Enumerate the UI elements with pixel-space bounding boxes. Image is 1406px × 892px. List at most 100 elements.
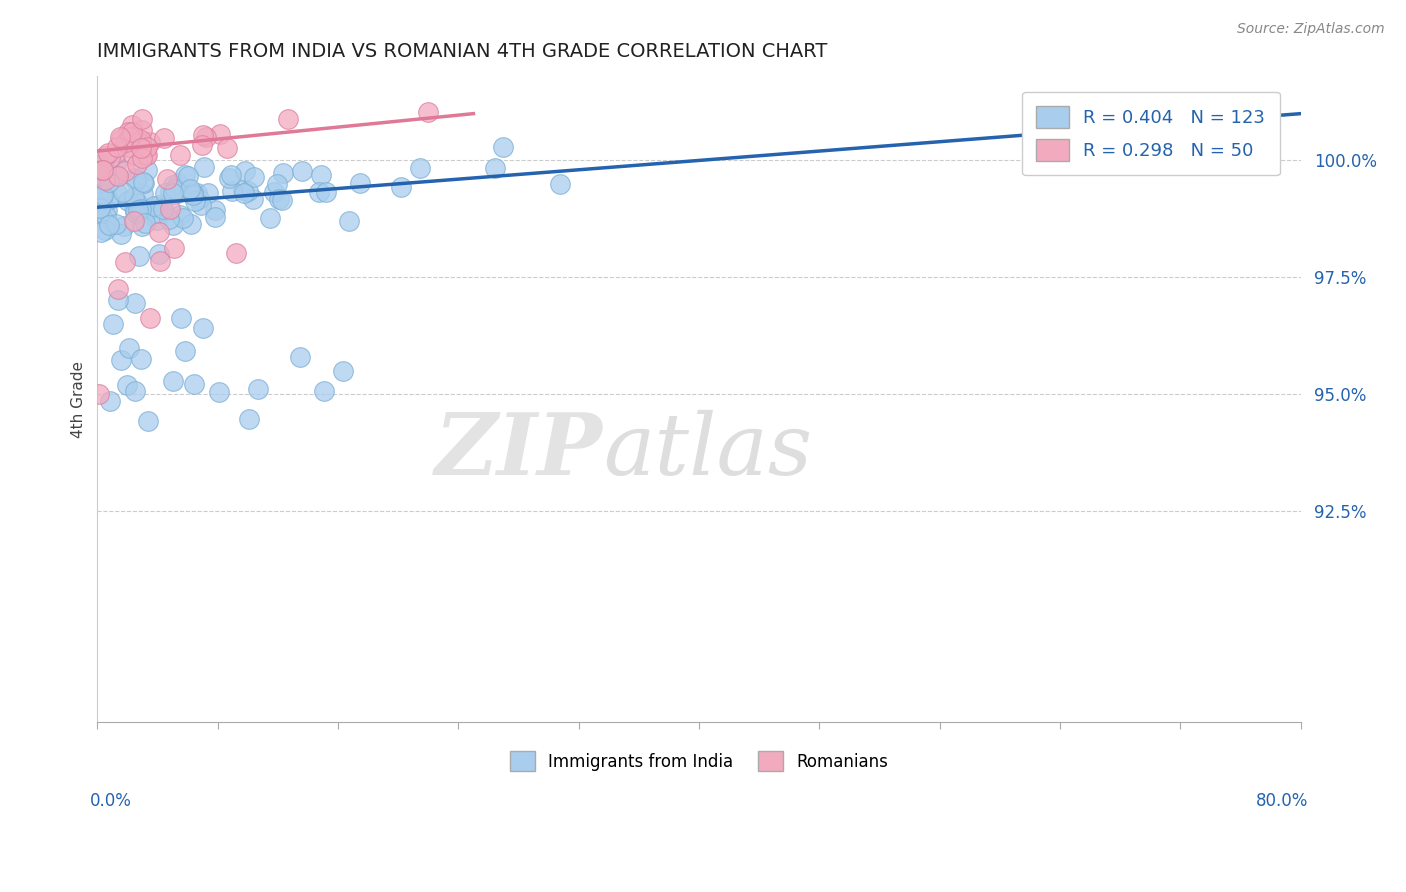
- Point: [129, 136, 152, 150]
- Point: [94, 209, 117, 223]
- Point: [191, 321, 214, 335]
- Point: [91, 194, 114, 208]
- Point: [169, 208, 191, 222]
- Point: [97, 145, 120, 160]
- Point: [389, 180, 412, 194]
- Point: [152, 202, 174, 216]
- Point: [180, 217, 202, 231]
- Point: [209, 128, 232, 142]
- Point: [139, 202, 162, 216]
- Point: [173, 343, 195, 358]
- Point: [162, 374, 184, 388]
- Point: [91, 188, 114, 202]
- Point: [204, 203, 226, 218]
- Point: [104, 217, 127, 231]
- Point: [409, 161, 432, 175]
- Point: [157, 211, 180, 226]
- Point: [149, 253, 172, 268]
- Point: [308, 185, 330, 199]
- Point: [204, 210, 226, 224]
- Point: [127, 196, 149, 211]
- Point: [263, 186, 285, 200]
- Point: [132, 186, 155, 201]
- Point: [181, 188, 204, 202]
- Point: [162, 178, 184, 193]
- Point: [90, 225, 112, 239]
- Point: [91, 188, 114, 202]
- Point: [129, 141, 152, 155]
- Point: [135, 140, 157, 154]
- Point: [349, 176, 371, 190]
- Point: [418, 105, 440, 120]
- Point: [124, 203, 146, 218]
- Point: [129, 352, 152, 367]
- Point: [233, 186, 256, 200]
- Point: [177, 169, 200, 183]
- Point: [156, 171, 179, 186]
- Point: [112, 186, 135, 200]
- Point: [103, 317, 125, 331]
- Point: [242, 192, 264, 206]
- Point: [105, 140, 128, 154]
- Point: [87, 206, 110, 220]
- Point: [193, 160, 215, 174]
- Point: [139, 135, 162, 149]
- Point: [122, 148, 145, 162]
- Point: [129, 133, 152, 147]
- Point: [143, 199, 166, 213]
- Point: [291, 164, 314, 178]
- Point: [93, 155, 115, 169]
- Text: ZIP: ZIP: [434, 409, 603, 492]
- Point: [155, 186, 177, 200]
- Point: [169, 148, 191, 162]
- Point: [238, 412, 260, 426]
- Point: [110, 227, 132, 241]
- Point: [89, 387, 111, 401]
- Point: [146, 213, 169, 227]
- Point: [112, 219, 135, 233]
- Point: [159, 202, 181, 217]
- Point: [131, 112, 153, 127]
- Point: [91, 162, 114, 177]
- Point: [110, 353, 132, 368]
- Point: [107, 293, 129, 307]
- Point: [138, 414, 160, 428]
- Point: [128, 249, 150, 263]
- Point: [191, 138, 214, 153]
- Point: [94, 223, 117, 237]
- Point: [122, 214, 145, 228]
- Y-axis label: 4th Grade: 4th Grade: [72, 360, 86, 438]
- Point: [145, 205, 167, 219]
- Point: [170, 311, 193, 326]
- Point: [246, 382, 269, 396]
- Point: [91, 163, 114, 178]
- Point: [163, 186, 186, 201]
- Point: [129, 202, 152, 217]
- Point: [105, 186, 128, 200]
- Point: [162, 218, 184, 232]
- Point: [114, 164, 136, 178]
- Text: Source: ZipAtlas.com: Source: ZipAtlas.com: [1237, 22, 1385, 37]
- Point: [118, 139, 141, 153]
- Point: [97, 193, 120, 207]
- Point: [139, 310, 162, 325]
- Point: [184, 194, 207, 209]
- Point: [108, 130, 131, 145]
- Point: [150, 200, 173, 214]
- Point: [98, 175, 121, 189]
- Point: [135, 163, 157, 178]
- Point: [181, 186, 204, 201]
- Point: [98, 219, 121, 233]
- Point: [127, 203, 149, 218]
- Point: [90, 186, 112, 201]
- Point: [131, 219, 153, 233]
- Point: [107, 169, 129, 183]
- Point: [125, 156, 148, 170]
- Point: [135, 148, 157, 162]
- Point: [105, 145, 128, 160]
- Point: [190, 198, 212, 212]
- Point: [232, 183, 254, 197]
- Point: [115, 378, 138, 392]
- Legend: Immigrants from India, Romanians: Immigrants from India, Romanians: [503, 745, 896, 778]
- Point: [548, 177, 571, 191]
